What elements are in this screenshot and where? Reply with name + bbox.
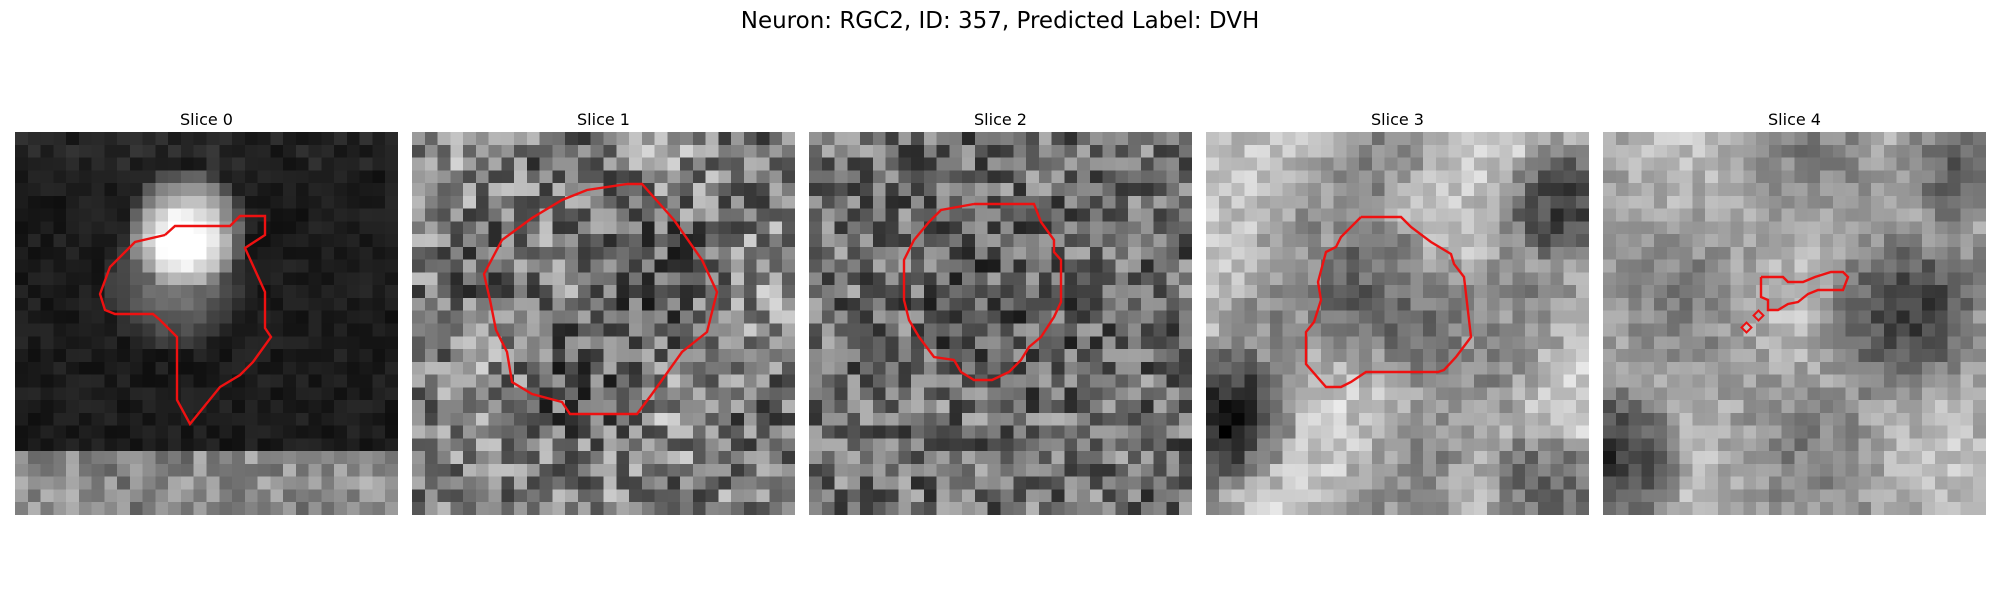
slice-title: Slice 2 [974, 110, 1027, 129]
slice-image [1206, 132, 1589, 515]
slice-panel-1: Slice 1 [412, 108, 795, 515]
slice-panel-0: Slice 0 [15, 108, 398, 515]
slice-panel-3: Slice 3 [1206, 108, 1589, 515]
slice-title: Slice 4 [1768, 110, 1821, 129]
grayscale-image [1206, 132, 1589, 515]
slice-image [809, 132, 1192, 515]
grayscale-image [1603, 132, 1986, 515]
roi-contour [1740, 270, 1850, 334]
grayscale-image [412, 132, 795, 515]
grayscale-image [15, 132, 398, 515]
roi-contour [98, 214, 273, 427]
slice-title: Slice 3 [1371, 110, 1424, 129]
grayscale-image [809, 132, 1192, 515]
slice-image [15, 132, 398, 515]
roi-contour [902, 202, 1063, 382]
slice-title: Slice 0 [180, 110, 233, 129]
slice-panel-2: Slice 2 [809, 108, 1192, 515]
roi-contour [482, 182, 719, 416]
slice-image [1603, 132, 1986, 515]
slice-panel-4: Slice 4 [1603, 108, 1986, 515]
roi-contour [1304, 215, 1473, 389]
slice-title: Slice 1 [577, 110, 630, 129]
figure-title: Neuron: RGC2, ID: 357, Predicted Label: … [740, 8, 1260, 34]
slice-image [412, 132, 795, 515]
